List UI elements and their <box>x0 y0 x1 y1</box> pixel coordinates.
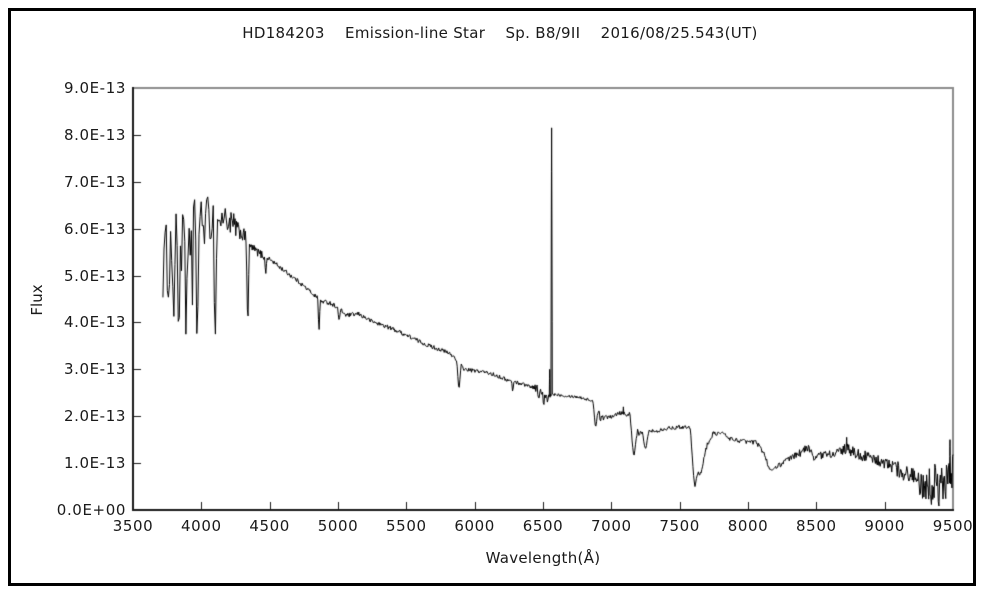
x-tick-label: 3500 <box>112 517 154 535</box>
x-tick-label: 6500 <box>522 517 564 535</box>
y-tick-label: 7.0E-13 <box>63 172 126 191</box>
y-tick-label: 6.0E-13 <box>63 219 126 238</box>
x-axis-label: Wavelength(Å) <box>485 549 601 567</box>
x-tick-label: 4000 <box>181 517 222 535</box>
x-tick-label: 9500 <box>932 517 974 535</box>
y-tick-label: 3.0E-13 <box>63 360 126 379</box>
y-axis-label: Flux <box>28 284 46 316</box>
y-tick-label: 8.0E-13 <box>63 125 126 144</box>
x-tick-label: 7000 <box>591 517 632 535</box>
y-tick-label: 2.0E-13 <box>63 407 126 426</box>
x-tick-label: 8500 <box>796 517 837 535</box>
y-tick-label: 1.0E-13 <box>63 454 126 473</box>
y-tick-label: 4.0E-13 <box>63 313 126 332</box>
chart-title: HD184203 Emission-line Star Sp. B8/9II 2… <box>242 24 758 42</box>
y-tick-label: 9.0E-13 <box>63 79 126 97</box>
x-tick-label: 9000 <box>864 517 905 535</box>
x-tick-label: 5000 <box>317 517 359 535</box>
x-tick-label: 5500 <box>386 517 427 535</box>
x-tick-label: 4500 <box>249 517 290 535</box>
x-tick-label: 7500 <box>659 517 700 535</box>
x-tick-label: 6000 <box>454 517 495 535</box>
y-tick-label: 5.0E-13 <box>63 266 126 285</box>
y-tick-label: 0.0E+00 <box>56 501 126 519</box>
x-tick-label: 8000 <box>727 517 769 535</box>
